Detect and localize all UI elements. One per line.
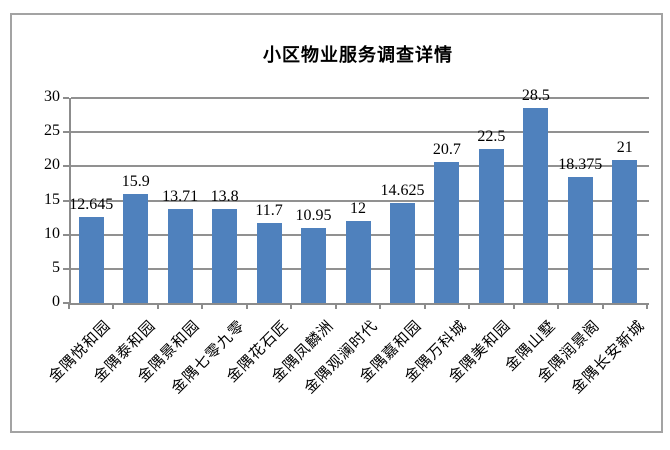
bar: [434, 161, 460, 303]
x-axis-tick: [512, 303, 515, 309]
x-axis-tick: [245, 303, 248, 309]
y-axis-tick: [63, 233, 69, 236]
y-axis-tick-label: 15: [44, 190, 60, 208]
x-axis-tick: [201, 303, 204, 309]
y-axis-tick: [63, 267, 69, 270]
bar-value-label: 22.5: [477, 128, 506, 146]
bar: [612, 159, 638, 303]
bar-value-label: 15.9: [121, 173, 150, 191]
y-axis-tick-label: 0: [52, 293, 60, 310]
y-axis-tick-label: 5: [52, 258, 60, 276]
x-axis-tick: [468, 303, 471, 309]
x-axis-tick: [646, 303, 648, 309]
bar-value-label: 12: [350, 200, 366, 217]
bar-value-label: 14.625: [380, 182, 425, 200]
y-axis-tick: [63, 302, 69, 304]
chart-title: 小区物业服务调查详情: [263, 45, 453, 65]
bar: [167, 209, 193, 303]
y-axis-tick: [63, 199, 69, 202]
bar: [478, 149, 504, 303]
y-axis-tick-label: 20: [44, 156, 60, 174]
bar: [567, 177, 593, 303]
bar: [256, 223, 282, 303]
bar: [78, 216, 104, 303]
gridline: [71, 165, 649, 168]
x-axis-tick: [112, 303, 115, 309]
y-axis-tick-label: 10: [44, 224, 60, 242]
bar-value-label: 10.95: [295, 207, 332, 225]
bar: [389, 203, 415, 303]
y-axis-tick-label: 25: [44, 122, 60, 140]
x-axis-tick: [334, 303, 337, 309]
bar-value-label: 18.375: [558, 156, 603, 174]
bar: [301, 228, 327, 303]
gridline: [71, 199, 649, 202]
x-axis-tick: [601, 303, 604, 309]
chart-frame: 小区物业服务调查详情 0 5 10 15 20 25 30 金隅悦和园 金隅泰和园 金隅景和园 金隅…: [10, 13, 663, 433]
bar-value-label: 20.7: [432, 140, 461, 158]
bar-value-label: 11.7: [255, 202, 283, 220]
bar-value-label: 28.5: [521, 87, 550, 105]
x-axis-tick: [379, 303, 382, 309]
bar: [123, 194, 149, 303]
x-axis-tick: [423, 303, 426, 309]
x-axis-tick: [156, 303, 159, 309]
y-axis-tick: [63, 97, 69, 99]
bar: [523, 108, 549, 303]
x-axis-tick: [557, 303, 560, 309]
y-axis-tick: [63, 131, 69, 134]
bar: [345, 221, 371, 303]
gridline: [71, 131, 649, 134]
gridline: [71, 97, 649, 99]
bar-value-label: 12.645: [69, 195, 114, 213]
x-axis-tick: [68, 303, 70, 309]
bar: [212, 208, 238, 303]
bar-value-label: 13.8: [210, 187, 239, 205]
bar-value-label: 13.71: [162, 188, 199, 206]
y-axis-tick-label: 30: [44, 88, 60, 105]
bar-value-label: 21: [616, 138, 633, 156]
y-axis-tick: [63, 165, 69, 168]
x-axis-tick: [290, 303, 293, 309]
